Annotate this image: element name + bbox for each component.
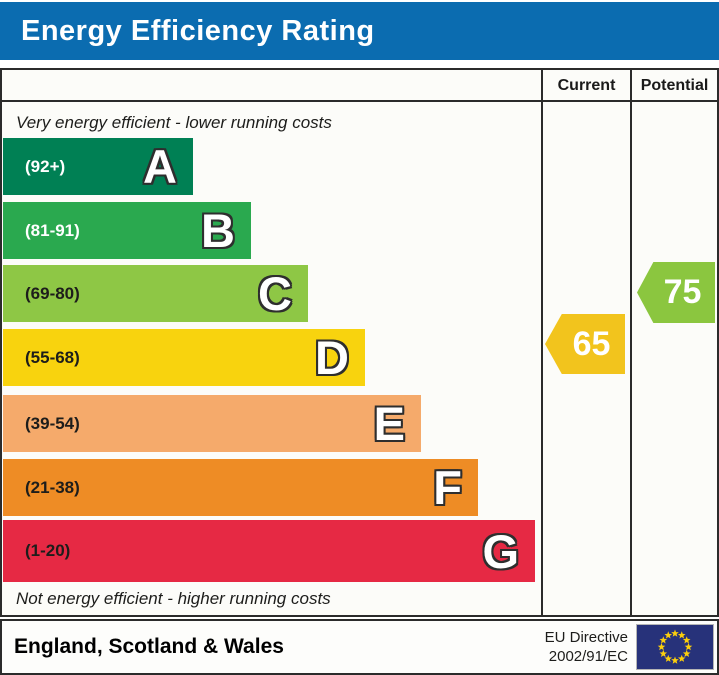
band-g-letter: G bbox=[482, 524, 519, 578]
band-a-range-label: (92+) bbox=[25, 156, 66, 176]
band-g: (1-20) G bbox=[3, 520, 535, 582]
band-d-range-label: (55-68) bbox=[25, 347, 80, 367]
footer-bar: England, Scotland & Wales EU Directive 2… bbox=[0, 619, 719, 675]
band-b-range-label: (81-91) bbox=[25, 220, 80, 240]
eu-directive-line1: EU Directive bbox=[544, 629, 628, 646]
band-d: (55-68) D bbox=[3, 329, 365, 386]
current-rating-value: 65 bbox=[572, 324, 611, 363]
eu-flag-icon bbox=[637, 625, 713, 669]
column-header-potential: Potential bbox=[640, 77, 709, 94]
eu-flag-stars bbox=[657, 629, 693, 664]
potential-rating-value: 75 bbox=[663, 273, 702, 311]
band-c: (69-80) C bbox=[3, 265, 308, 322]
region-label: England, Scotland & Wales bbox=[14, 635, 284, 658]
column-divider-potential bbox=[630, 70, 632, 615]
band-f: (21-38) F bbox=[3, 459, 478, 516]
column-header-current: Current bbox=[557, 77, 616, 94]
band-e-letter: E bbox=[373, 397, 405, 450]
eu-directive-line2: 2002/91/EC bbox=[548, 648, 628, 665]
current-rating-pointer: 65 bbox=[545, 314, 625, 374]
potential-rating-pointer: 75 bbox=[637, 262, 715, 323]
eu-directive-label: EU Directive 2002/91/EC bbox=[545, 628, 628, 666]
band-e-range-label: (39-54) bbox=[25, 413, 80, 433]
band-b-letter: B bbox=[201, 204, 235, 257]
rating-table: Current Potential Very energy efficient … bbox=[0, 68, 719, 617]
band-c-range-label: (69-80) bbox=[25, 283, 80, 303]
band-d-letter: D bbox=[315, 331, 349, 384]
page-title: Energy Efficiency Rating bbox=[21, 14, 375, 47]
column-divider-current bbox=[541, 70, 543, 615]
band-f-range-label: (21-38) bbox=[25, 477, 80, 497]
band-c-letter: C bbox=[258, 267, 292, 320]
band-f-letter: F bbox=[433, 461, 462, 514]
band-e: (39-54) E bbox=[3, 395, 421, 452]
table-header-row: Current Potential bbox=[2, 70, 717, 102]
caption-not-efficient: Not energy efficient - higher running co… bbox=[16, 589, 331, 608]
band-a-letter: A bbox=[143, 140, 177, 193]
band-a: (92+) A bbox=[3, 138, 193, 195]
band-b: (81-91) B bbox=[3, 202, 251, 259]
title-bar: Energy Efficiency Rating bbox=[0, 2, 719, 60]
band-g-range-label: (1-20) bbox=[25, 541, 71, 560]
caption-very-efficient: Very energy efficient - lower running co… bbox=[16, 113, 332, 132]
